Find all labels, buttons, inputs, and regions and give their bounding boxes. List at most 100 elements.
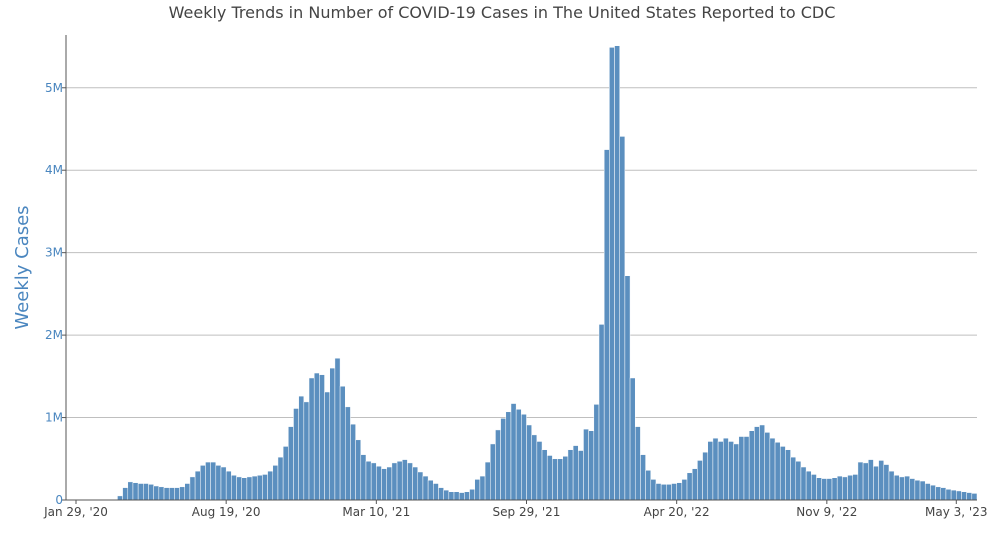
bar[interactable]: 120000 (950, 489, 957, 501)
bar[interactable]: 580000 (702, 451, 708, 501)
bar[interactable]: 130000 (945, 489, 952, 501)
bar[interactable]: 5490000 (609, 47, 615, 501)
bar[interactable]: 840000 (588, 430, 595, 501)
bar[interactable]: 350000 (225, 470, 232, 501)
bar[interactable]: 480000 (697, 460, 703, 501)
bar[interactable]: 160000 (179, 486, 185, 501)
bar[interactable]: 910000 (526, 424, 532, 501)
bar[interactable]: 310000 (262, 474, 268, 501)
bar[interactable]: 1190000 (303, 401, 310, 501)
bar[interactable]: 750000 (712, 437, 719, 501)
bar[interactable]: 420000 (215, 465, 222, 501)
bar[interactable]: 450000 (862, 462, 869, 501)
bar[interactable]: 540000 (546, 455, 553, 501)
bar[interactable]: 100000 (961, 491, 967, 501)
bar[interactable]: 90000 (458, 492, 465, 501)
bar[interactable]: 1540000 (313, 372, 320, 501)
bar[interactable]: 1260000 (298, 395, 305, 501)
bar[interactable]: 200000 (184, 483, 191, 501)
bar[interactable]: 200000 (924, 483, 931, 501)
bar[interactable]: 460000 (484, 461, 491, 501)
bar[interactable]: 680000 (490, 443, 496, 501)
bar[interactable]: 710000 (707, 441, 714, 501)
bar[interactable]: 1380000 (339, 385, 346, 501)
bar[interactable]: 550000 (640, 454, 646, 501)
bar[interactable]: 1130000 (345, 406, 351, 501)
bar[interactable]: 270000 (831, 477, 838, 501)
bar[interactable]: 190000 (148, 484, 154, 501)
bar[interactable]: 380000 (691, 468, 698, 501)
bar[interactable]: 920000 (350, 423, 356, 501)
bar[interactable]: 1170000 (510, 403, 517, 501)
bar[interactable]: 310000 (811, 474, 817, 501)
bar[interactable]: 150000 (163, 487, 170, 501)
bar[interactable]: 350000 (194, 470, 201, 501)
bar[interactable]: 290000 (904, 475, 910, 501)
bar[interactable]: 650000 (779, 446, 786, 501)
bar[interactable]: 200000 (655, 483, 662, 501)
bar[interactable]: 90000 (966, 492, 973, 501)
bar[interactable]: 850000 (495, 429, 501, 501)
bar[interactable]: 910000 (759, 424, 765, 501)
bar[interactable]: 470000 (795, 461, 802, 501)
bar[interactable]: 450000 (391, 462, 398, 501)
bar[interactable]: 700000 (774, 442, 781, 501)
bar[interactable]: 100000 (464, 491, 470, 501)
bar[interactable]: 210000 (676, 482, 683, 501)
bar[interactable]: 300000 (893, 475, 900, 501)
bar[interactable]: 400000 (800, 466, 807, 501)
bar[interactable]: 150000 (174, 487, 180, 501)
bar[interactable]: 190000 (666, 484, 672, 501)
bar[interactable]: 240000 (427, 479, 434, 501)
bar[interactable]: 210000 (132, 482, 139, 501)
bar[interactable]: 990000 (500, 418, 507, 501)
bar[interactable]: 890000 (288, 426, 294, 501)
bar[interactable]: 260000 (826, 478, 833, 501)
bar[interactable]: 290000 (836, 475, 843, 501)
bar[interactable]: 820000 (764, 432, 771, 501)
bar[interactable]: 200000 (433, 483, 439, 501)
bar[interactable]: 150000 (122, 487, 129, 501)
bar[interactable]: 1480000 (308, 377, 315, 501)
bar[interactable]: 350000 (805, 470, 812, 501)
bar[interactable]: 280000 (899, 476, 905, 501)
bar[interactable]: 240000 (914, 479, 921, 501)
bar[interactable]: 460000 (857, 461, 864, 501)
bar[interactable]: 190000 (660, 484, 667, 501)
bar[interactable]: 400000 (412, 466, 419, 501)
bar[interactable]: 420000 (200, 465, 206, 501)
bar[interactable]: 200000 (137, 483, 144, 501)
bar[interactable]: 150000 (438, 487, 444, 501)
bar[interactable]: 660000 (572, 445, 579, 501)
bar[interactable]: 280000 (246, 476, 253, 501)
bar[interactable]: 600000 (578, 450, 584, 501)
bar[interactable]: 410000 (376, 465, 382, 501)
bar[interactable]: 2720000 (624, 275, 631, 501)
bar[interactable]: 270000 (241, 477, 248, 501)
bar[interactable]: 260000 (909, 478, 916, 501)
bar[interactable]: 770000 (738, 436, 745, 501)
bar[interactable]: 80000 (971, 493, 978, 501)
bar[interactable]: 290000 (479, 475, 486, 501)
bar[interactable]: 380000 (381, 468, 387, 501)
bar[interactable]: 300000 (231, 475, 237, 501)
bar[interactable]: 50000 (117, 495, 123, 501)
bar[interactable]: 710000 (717, 441, 724, 501)
bar[interactable]: 260000 (821, 478, 828, 501)
bar[interactable]: 290000 (422, 475, 429, 501)
bar[interactable]: 490000 (868, 459, 874, 501)
bar[interactable]: 1100000 (515, 409, 522, 501)
bar[interactable]: 200000 (671, 483, 677, 501)
bar[interactable]: 1310000 (324, 391, 330, 501)
bar[interactable]: 750000 (769, 437, 776, 501)
bar[interactable]: 100000 (453, 491, 460, 501)
bar[interactable]: 1040000 (521, 414, 527, 501)
bar[interactable]: 270000 (816, 477, 822, 501)
bar[interactable]: 1600000 (329, 367, 336, 501)
bar[interactable]: 350000 (888, 470, 895, 501)
bar[interactable]: 890000 (634, 426, 641, 501)
bar[interactable]: 350000 (267, 470, 274, 501)
bar[interactable]: 450000 (370, 462, 377, 501)
bar[interactable]: 300000 (847, 475, 853, 501)
bar[interactable]: 490000 (401, 459, 408, 501)
